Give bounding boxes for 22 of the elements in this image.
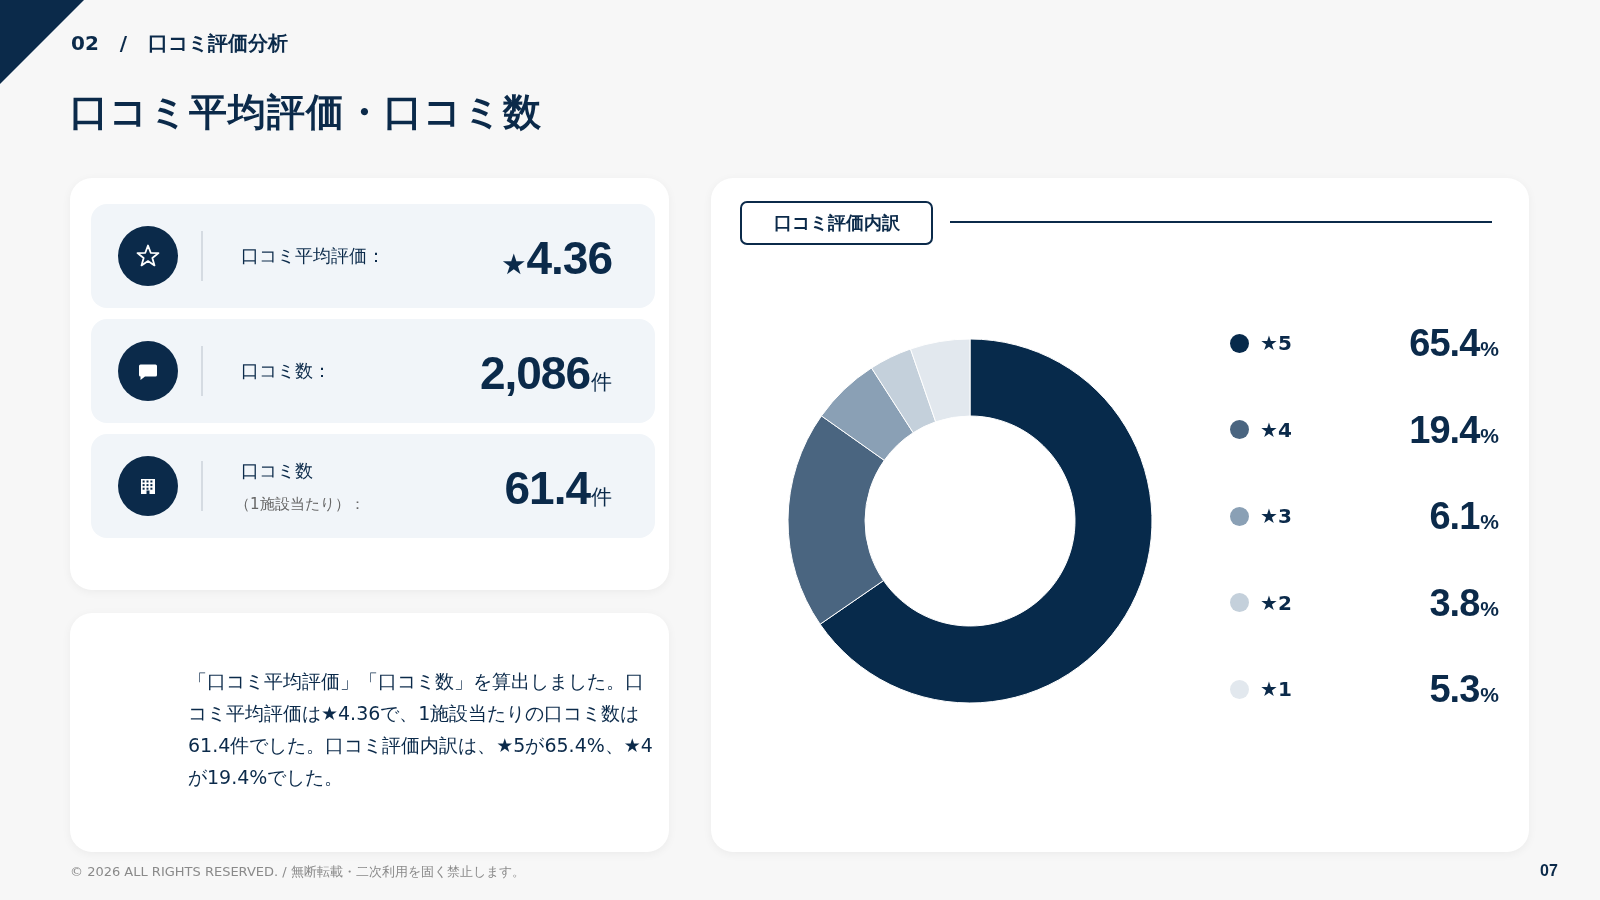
text: 口コミ数： (241, 359, 331, 383)
text: 口コミ平均評価・口コミ数 (70, 89, 542, 136)
legend-label: ★4 (1260, 417, 1292, 442)
data-label: 65.4% (1409, 322, 1499, 365)
text: 口コミ平均評価： (241, 244, 385, 268)
text: （1施設当たり）： (235, 494, 365, 514)
legend-label: ★2 (1260, 590, 1292, 615)
data-label: 5.3% (1429, 668, 1499, 711)
text: 07 (1540, 862, 1558, 880)
text: 2,086件 (479, 347, 612, 399)
text: ★4.36 (500, 232, 612, 284)
text: 61.4件 (504, 462, 612, 514)
text: © 2026 ALL RIGHTS RESERVED. / 無断転載・二次利用を固く禁止します。 (70, 863, 525, 881)
legend-label: ★5 (1260, 331, 1292, 356)
data-label: 3.8% (1429, 581, 1499, 624)
legend-label: ★1 (1260, 677, 1292, 702)
data-label: 6.1% (1429, 495, 1499, 538)
data-label: 19.4% (1409, 408, 1499, 451)
text: 口コミ数 (241, 458, 313, 483)
text: 02 / 口コミ評価分析 (71, 30, 289, 57)
text: 「口コミ平均評価」「口コミ数」を算出しました。口コミ平均評価は★4.36で、1施設当たりの口コミ数は61.4件でした。口コミ評価内訳は、★5が65.4%、★4が19.4%でした。 (188, 669, 654, 790)
legend-label: ★3 (1260, 504, 1292, 529)
